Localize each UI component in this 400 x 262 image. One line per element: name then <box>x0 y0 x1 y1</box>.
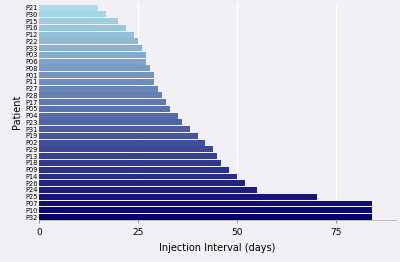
Bar <box>39 45 142 51</box>
Bar <box>39 133 198 139</box>
Bar <box>39 25 126 31</box>
Bar <box>39 173 237 179</box>
Bar <box>39 79 154 85</box>
Y-axis label: Patient: Patient <box>12 95 22 129</box>
Bar <box>39 99 166 105</box>
Bar <box>39 72 154 78</box>
Bar <box>39 200 372 206</box>
Bar <box>39 38 138 44</box>
Bar <box>39 126 190 132</box>
Bar <box>39 86 158 92</box>
Bar <box>39 146 213 152</box>
Bar <box>39 66 150 71</box>
Bar <box>39 92 162 98</box>
Bar <box>39 180 245 186</box>
Bar <box>39 59 146 64</box>
Bar <box>39 18 118 24</box>
Bar <box>39 187 257 193</box>
Bar <box>39 106 170 112</box>
Bar <box>39 119 182 125</box>
Bar <box>39 32 134 37</box>
Bar <box>39 113 178 119</box>
Bar <box>39 167 229 173</box>
X-axis label: Injection Interval (days): Injection Interval (days) <box>159 243 276 253</box>
Bar <box>39 207 372 213</box>
Bar <box>39 214 372 220</box>
Bar <box>39 160 221 166</box>
Bar <box>39 4 98 10</box>
Bar <box>39 153 217 159</box>
Bar <box>39 140 206 146</box>
Bar <box>39 194 316 200</box>
Bar <box>39 52 146 58</box>
Bar <box>39 11 106 17</box>
